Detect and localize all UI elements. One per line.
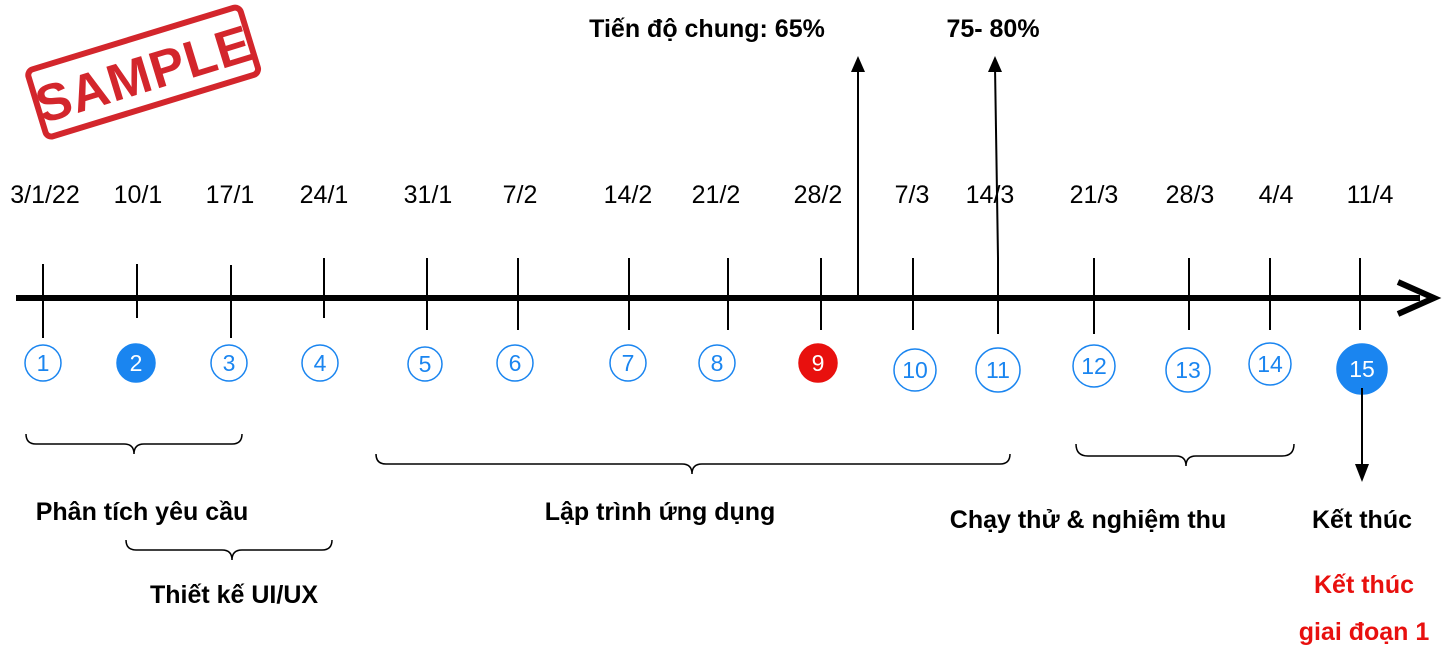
milestone-10: 10 bbox=[893, 348, 937, 392]
milestone-number: 6 bbox=[509, 350, 522, 376]
timeline-ticks bbox=[42, 258, 1361, 338]
milestone-8: 8 bbox=[698, 344, 736, 382]
milestone-number: 7 bbox=[622, 350, 635, 376]
milestone-12: 12 bbox=[1072, 344, 1116, 388]
milestone-number: 12 bbox=[1081, 353, 1107, 379]
milestone-number: 2 bbox=[130, 350, 143, 376]
overall-progress-arrowhead bbox=[851, 56, 865, 72]
phase-development-label: Lập trình ứng dụng bbox=[545, 498, 776, 526]
milestone-7: 7 bbox=[609, 344, 647, 382]
milestone-number: 8 bbox=[711, 350, 724, 376]
milestone-circle bbox=[975, 347, 1021, 393]
date-label: 28/2 bbox=[794, 181, 843, 209]
overall-progress-label: Tiến độ chung: 65% bbox=[589, 15, 825, 43]
target-progress-arrowhead bbox=[988, 56, 1002, 72]
target-progress-arrow bbox=[994, 65, 999, 259]
milestone-circle bbox=[1248, 342, 1292, 386]
testing-brace bbox=[1075, 443, 1295, 467]
date-label: 11/4 bbox=[1347, 181, 1394, 209]
milestone-15: 15 bbox=[1336, 343, 1388, 395]
milestone-11: 11 bbox=[975, 347, 1021, 393]
date-label: 7/2 bbox=[503, 181, 538, 209]
milestone-14: 14 bbox=[1248, 342, 1292, 386]
milestone-circle bbox=[609, 344, 647, 382]
milestone-number: 9 bbox=[812, 350, 825, 376]
date-label: 28/3 bbox=[1166, 181, 1215, 209]
phase-analysis-label: Phân tích yêu cầu bbox=[36, 498, 249, 526]
milestone-circle bbox=[698, 344, 736, 382]
milestone-number: 3 bbox=[223, 350, 236, 376]
milestone-circle bbox=[407, 346, 443, 382]
milestone-4: 4 bbox=[301, 344, 339, 382]
analysis-brace bbox=[25, 433, 243, 455]
date-label: 10/1 bbox=[114, 181, 163, 209]
milestone-circle bbox=[116, 343, 156, 383]
milestone-circle bbox=[893, 348, 937, 392]
date-label: 7/3 bbox=[895, 181, 930, 209]
milestone-number: 5 bbox=[419, 351, 432, 377]
design-brace bbox=[125, 539, 333, 561]
milestone-number: 15 bbox=[1349, 356, 1375, 382]
milestone-3: 3 bbox=[210, 344, 248, 382]
timeline-arrowhead bbox=[1396, 279, 1442, 317]
milestone-1: 1 bbox=[24, 344, 62, 382]
date-label: 14/3 bbox=[966, 181, 1015, 209]
phase-end-label: Kết thúc bbox=[1312, 506, 1412, 534]
milestone-circle bbox=[798, 343, 838, 383]
milestone-9: 9 bbox=[798, 343, 838, 383]
phase-design-label: Thiết kế UI/UX bbox=[150, 581, 318, 609]
phase-testing-label: Chạy thử & nghiệm thu bbox=[950, 506, 1226, 534]
milestone-markers: 1 2 3 4 5 6 7 8 9 10 11 12 13 14 15 bbox=[24, 342, 1388, 395]
date-label: 4/4 bbox=[1259, 181, 1294, 209]
sample-stamp: SAMPLE bbox=[25, 4, 262, 140]
milestone-6: 6 bbox=[496, 344, 534, 382]
date-label: 31/1 bbox=[404, 181, 453, 209]
milestone-circle bbox=[496, 344, 534, 382]
milestone-number: 14 bbox=[1257, 351, 1283, 377]
milestone-number: 10 bbox=[902, 357, 928, 383]
milestone-number: 1 bbox=[37, 350, 50, 376]
target-progress-label: 75- 80% bbox=[946, 15, 1039, 43]
milestone-circle bbox=[301, 344, 339, 382]
milestone-circle bbox=[210, 344, 248, 382]
date-label: 21/2 bbox=[692, 181, 741, 209]
phase1-end-line2: giai đoạn 1 bbox=[1299, 618, 1430, 646]
date-label: 21/3 bbox=[1070, 181, 1119, 209]
milestone-13: 13 bbox=[1165, 347, 1211, 393]
milestone-5: 5 bbox=[407, 346, 443, 382]
development-brace bbox=[375, 453, 1011, 475]
date-label: 24/1 bbox=[300, 181, 349, 209]
date-label: 14/2 bbox=[604, 181, 653, 209]
date-labels: 3/1/22 10/1 17/1 24/1 31/1 7/2 14/2 21/2 28/2 7/3… bbox=[10, 181, 1393, 209]
milestone-2: 2 bbox=[116, 343, 156, 383]
end-arrowhead bbox=[1355, 464, 1369, 482]
milestone-number: 13 bbox=[1175, 357, 1201, 383]
milestone-circle bbox=[1165, 347, 1211, 393]
milestone-circle bbox=[24, 344, 62, 382]
phase1-end-line1: Kết thúc bbox=[1314, 571, 1414, 599]
date-label: 3/1/22 bbox=[10, 181, 80, 209]
milestone-circle bbox=[1072, 344, 1116, 388]
milestone-number: 4 bbox=[314, 350, 327, 376]
milestone-number: 11 bbox=[986, 357, 1010, 383]
date-label: 17/1 bbox=[206, 181, 255, 209]
